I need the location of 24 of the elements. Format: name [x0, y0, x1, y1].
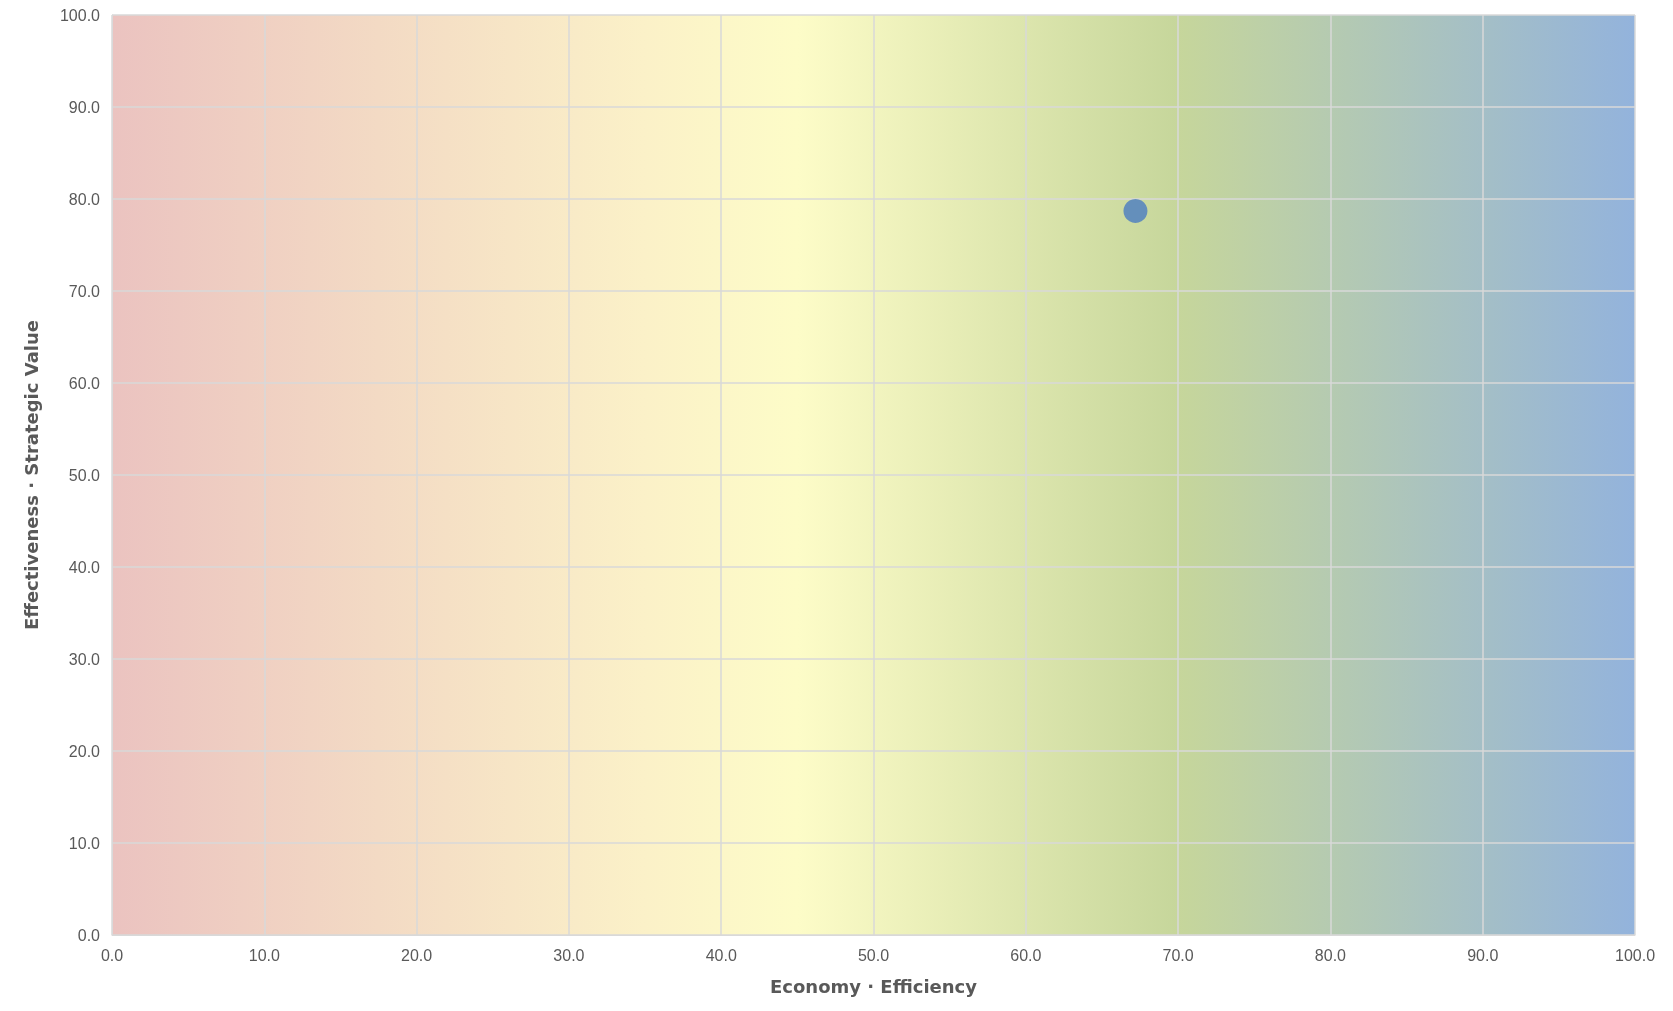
y-tick-label: 60.0 [68, 374, 101, 392]
x-tick-label: 20.0 [401, 946, 433, 964]
y-tick-label: 90.0 [68, 98, 101, 116]
x-tick-label: 30.0 [553, 946, 585, 964]
x-tick-label: 50.0 [857, 946, 890, 964]
y-tick-label: 10.0 [68, 834, 101, 852]
y-axis-title: Effectiveness · Strategic Value [20, 320, 42, 630]
x-tick-label: 40.0 [705, 946, 737, 964]
x-tick-label: 70.0 [1162, 946, 1194, 964]
y-tick-label: 20.0 [68, 742, 101, 760]
y-tick-label: 30.0 [68, 650, 101, 668]
x-tick-label: 100.0 [1614, 946, 1656, 964]
y-tick-label: 50.0 [68, 466, 101, 484]
y-tick-label: 40.0 [68, 558, 101, 576]
x-axis-title: Economy · Efficiency [769, 975, 978, 997]
y-tick-label: 100.0 [59, 6, 101, 24]
y-tick-label: 70.0 [68, 282, 101, 300]
x-tick-label: 60.0 [1010, 946, 1042, 964]
x-tick-label: 80.0 [1314, 946, 1347, 964]
x-tick-label: 0.0 [100, 946, 124, 964]
y-tick-label: 0.0 [77, 926, 101, 944]
y-tick-label: 80.0 [68, 190, 101, 208]
x-tick-label: 10.0 [248, 946, 280, 964]
x-tick-label: 90.0 [1467, 946, 1499, 964]
